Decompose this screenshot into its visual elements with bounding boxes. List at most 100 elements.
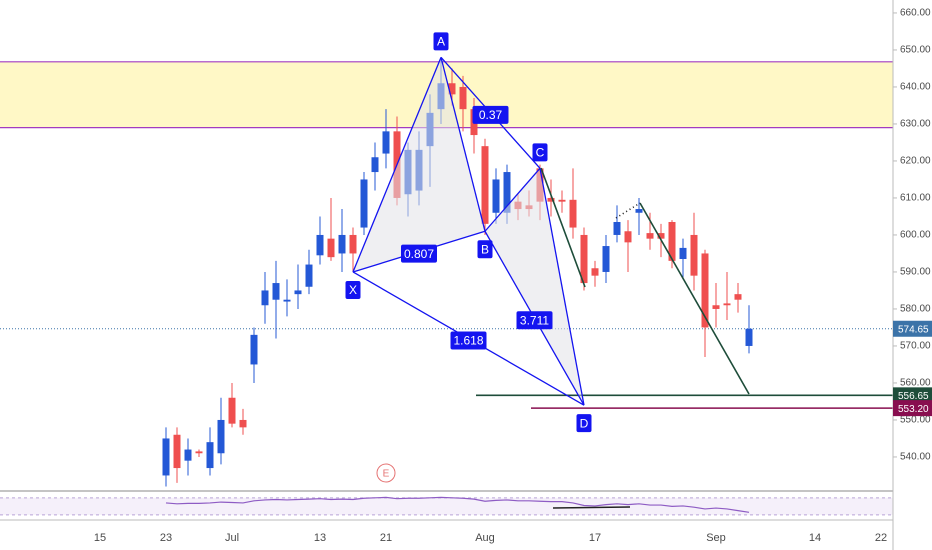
candle-body (371, 157, 379, 173)
y-tick-label: 620.00 (900, 156, 931, 167)
pattern-fill (353, 57, 485, 272)
candle-body (602, 246, 610, 272)
price-label-box (893, 320, 932, 337)
pattern-point-label-box (345, 280, 361, 299)
candle-body (492, 179, 500, 213)
pattern-ratio: 3.711 (520, 313, 549, 327)
candle-body (184, 449, 192, 461)
candle-body (547, 197, 555, 202)
pattern-ratio: 0.807 (404, 247, 434, 261)
pattern-ratio-box (516, 311, 553, 330)
trend-line (639, 202, 750, 395)
pattern-line (440, 57, 486, 232)
candle-body (206, 442, 214, 469)
trend-line (615, 202, 641, 219)
candle-body (624, 231, 632, 243)
candle-body (657, 233, 665, 239)
candle-body (228, 397, 236, 424)
pattern-ratio-box (450, 331, 487, 350)
pattern-line (352, 57, 442, 273)
candle-body (690, 234, 698, 276)
candle-body (283, 299, 291, 302)
y-tick-label: 610.00 (900, 193, 931, 204)
candle-body (250, 334, 258, 365)
earnings-marker (376, 463, 396, 483)
candle-body (745, 328, 753, 346)
pattern-ratio-box (472, 105, 509, 124)
candle-body (712, 305, 720, 309)
price-label: 553.20 (898, 404, 929, 415)
pattern-point-label-box (433, 32, 449, 51)
y-tick-label: 660.00 (900, 8, 931, 19)
pattern-point-label: X (349, 283, 357, 297)
pattern-line (539, 168, 585, 406)
candle-body (294, 290, 302, 295)
y-tick-label: 570.00 (900, 341, 931, 352)
candle-body (195, 451, 203, 454)
candle-body (217, 419, 225, 454)
pattern-ratio-box (401, 244, 437, 263)
main-panel: X A B C D 0.37 0.807 3.711 1.618 E (0, 32, 893, 487)
pattern-point-label: B (481, 242, 489, 256)
candle-body (316, 234, 324, 256)
x-tick-label: 14 (809, 532, 821, 544)
candle-body (646, 233, 654, 239)
pattern-point-label: A (437, 35, 445, 49)
pattern-line (484, 167, 541, 232)
rsi-panel (0, 496, 893, 516)
candle-body (327, 238, 335, 258)
y-tick-label: 550.00 (900, 415, 931, 426)
candle-body (580, 234, 588, 284)
earnings-label: E (383, 469, 390, 480)
candle-body (272, 283, 280, 300)
rsi-band (0, 497, 893, 515)
candle-body (569, 199, 577, 228)
price-label: 574.65 (898, 324, 929, 335)
rsi-line (165, 496, 750, 513)
candle-body (679, 247, 687, 260)
x-tick-label: 21 (380, 532, 392, 544)
y-tick-label: 560.00 (900, 378, 931, 389)
y-tick-label: 630.00 (900, 119, 931, 130)
candle-body (459, 86, 467, 110)
pattern-point-label-box (576, 414, 592, 433)
pattern-ratio: 1.618 (453, 334, 483, 348)
x-tick-label: 17 (589, 532, 601, 544)
x-tick-label: 23 (160, 532, 172, 544)
pattern-point-label-box (532, 143, 548, 162)
x-tick-label: 15 (94, 532, 106, 544)
candle-body (382, 131, 390, 154)
rsi-trend-line (552, 506, 631, 509)
candle-body (305, 264, 313, 287)
candle-body (503, 172, 511, 213)
y-tick-label: 580.00 (900, 304, 931, 315)
x-tick-label: 13 (314, 532, 326, 544)
candle-body (668, 222, 676, 261)
candle-body (162, 438, 170, 476)
candle-body (173, 434, 181, 469)
y-tick-label: 540.00 (900, 452, 931, 463)
x-tick-label: 22 (875, 532, 887, 544)
y-tick-label: 600.00 (900, 230, 931, 241)
y-tick-label: 650.00 (900, 45, 931, 56)
candle-body (558, 199, 566, 202)
y-tick-label: 640.00 (900, 82, 931, 93)
candle-body (448, 83, 456, 95)
pattern-point-label: D (580, 416, 589, 430)
price-label-box (893, 400, 932, 417)
candle-body (360, 179, 368, 228)
candle-body (591, 268, 599, 276)
y-tick-label: 590.00 (900, 267, 931, 278)
candle-body (261, 290, 269, 306)
candle-body (701, 253, 709, 328)
candle-body (734, 294, 742, 300)
pattern-ratio: 0.37 (479, 108, 503, 122)
candle-body (481, 146, 489, 224)
trend-line (540, 167, 586, 288)
price-label: 556.65 (898, 391, 929, 402)
candle-body (723, 303, 731, 306)
pattern-fill (485, 168, 584, 406)
